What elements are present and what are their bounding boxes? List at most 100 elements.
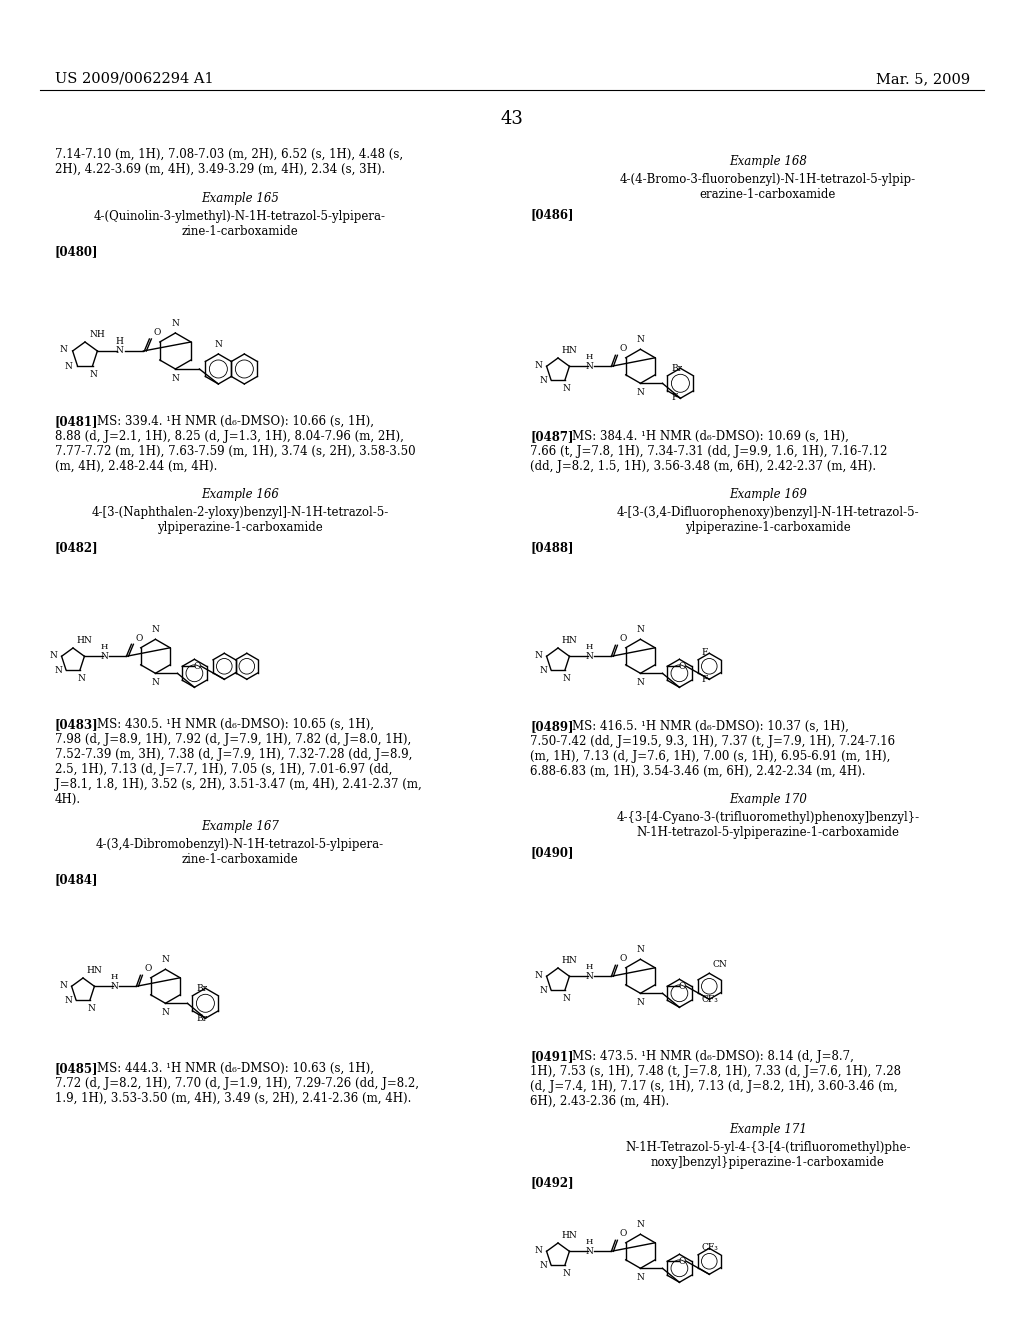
Text: MS: 430.5. ¹H NMR (d₆-DMSO): 10.65 (s, 1H),: MS: 430.5. ¹H NMR (d₆-DMSO): 10.65 (s, 1… [97,718,374,731]
Text: zine-1-carboxamide: zine-1-carboxamide [181,853,298,866]
Text: O: O [679,661,686,671]
Text: (dd, J=8.2, 1.5, 1H), 3.56-3.48 (m, 6H), 2.42-2.37 (m, 4H).: (dd, J=8.2, 1.5, 1H), 3.56-3.48 (m, 6H),… [530,459,877,473]
Text: N: N [586,972,593,981]
Text: MS: 473.5. ¹H NMR (d₆-DMSO): 8.14 (d, J=8.7,: MS: 473.5. ¹H NMR (d₆-DMSO): 8.14 (d, J=… [572,1049,854,1063]
Text: N: N [535,970,543,979]
Text: 8.88 (d, J=2.1, 1H), 8.25 (d, J=1.3, 1H), 8.04-7.96 (m, 2H),: 8.88 (d, J=2.1, 1H), 8.25 (d, J=1.3, 1H)… [55,430,403,444]
Text: [0487]: [0487] [530,430,573,444]
Text: 7.14-7.10 (m, 1H), 7.08-7.03 (m, 2H), 6.52 (s, 1H), 4.48 (s,: 7.14-7.10 (m, 1H), 7.08-7.03 (m, 2H), 6.… [55,148,403,161]
Text: N: N [162,956,169,965]
Text: [0480]: [0480] [55,246,98,257]
Text: MS: 444.3. ¹H NMR (d₆-DMSO): 10.63 (s, 1H),: MS: 444.3. ¹H NMR (d₆-DMSO): 10.63 (s, 1… [97,1063,374,1074]
Text: 4-(4-Bromo-3-fluorobenzyl)-N-1H-tetrazol-5-ylpip-: 4-(4-Bromo-3-fluorobenzyl)-N-1H-tetrazol… [620,173,916,186]
Text: N: N [90,370,97,379]
Text: N: N [586,362,593,371]
Text: J=8.1, 1.8, 1H), 3.52 (s, 2H), 3.51-3.47 (m, 4H), 2.41-2.37 (m,: J=8.1, 1.8, 1H), 3.52 (s, 2H), 3.51-3.47… [55,777,422,791]
Text: O: O [679,982,686,991]
Text: N: N [111,982,119,991]
Text: HN: HN [561,636,577,645]
Text: [0488]: [0488] [530,541,573,554]
Text: F: F [672,393,678,401]
Text: O: O [620,635,627,643]
Text: (d, J=7.4, 1H), 7.17 (s, 1H), 7.13 (d, J=8.2, 1H), 3.60-3.46 (m,: (d, J=7.4, 1H), 7.17 (s, 1H), 7.13 (d, J… [530,1080,898,1093]
Text: MS: 416.5. ¹H NMR (d₆-DMSO): 10.37 (s, 1H),: MS: 416.5. ¹H NMR (d₆-DMSO): 10.37 (s, 1… [572,719,849,733]
Text: 4-(3,4-Dibromobenzyl)-N-1H-tetrazol-5-ylpipera-: 4-(3,4-Dibromobenzyl)-N-1H-tetrazol-5-yl… [96,838,384,851]
Text: Mar. 5, 2009: Mar. 5, 2009 [876,73,970,86]
Text: CF₃: CF₃ [701,995,718,1003]
Text: HN: HN [76,636,92,645]
Text: N: N [54,667,61,676]
Text: NH: NH [89,330,104,339]
Text: N: N [637,388,644,397]
Text: 7.66 (t, J=7.8, 1H), 7.34-7.31 (dd, J=9.9, 1.6, 1H), 7.16-7.12: 7.66 (t, J=7.8, 1H), 7.34-7.31 (dd, J=9.… [530,445,888,458]
Text: ylpiperazine-1-carboxamide: ylpiperazine-1-carboxamide [685,521,851,535]
Text: Br: Br [197,1014,208,1023]
Text: HN: HN [561,1232,577,1239]
Text: 1.9, 1H), 3.53-3.50 (m, 4H), 3.49 (s, 2H), 2.41-2.36 (m, 4H).: 1.9, 1H), 3.53-3.50 (m, 4H), 3.49 (s, 2H… [55,1092,412,1105]
Text: N: N [116,346,123,355]
Text: N: N [171,374,179,383]
Text: [0491]: [0491] [530,1049,573,1063]
Text: N: N [59,981,68,990]
Text: Br: Br [672,364,682,372]
Text: Br: Br [197,983,208,993]
Text: N: N [214,341,222,348]
Text: N: N [562,994,570,1003]
Text: 43: 43 [501,110,523,128]
Text: noxy]benzyl}piperazine-1-carboxamide: noxy]benzyl}piperazine-1-carboxamide [651,1156,885,1170]
Text: F: F [701,675,708,684]
Text: 7.52-7.39 (m, 3H), 7.38 (d, J=7.9, 1H), 7.32-7.28 (dd, J=8.9,: 7.52-7.39 (m, 3H), 7.38 (d, J=7.9, 1H), … [55,748,413,762]
Text: N: N [50,651,57,660]
Text: O: O [620,1229,627,1238]
Text: (m, 4H), 2.48-2.44 (m, 4H).: (m, 4H), 2.48-2.44 (m, 4H). [55,459,217,473]
Text: 7.77-7.72 (m, 1H), 7.63-7.59 (m, 1H), 3.74 (s, 2H), 3.58-3.50: 7.77-7.72 (m, 1H), 7.63-7.59 (m, 1H), 3.… [55,445,416,458]
Text: 7.98 (d, J=8.9, 1H), 7.92 (d, J=7.9, 1H), 7.82 (d, J=8.0, 1H),: 7.98 (d, J=8.9, 1H), 7.92 (d, J=7.9, 1H)… [55,733,412,746]
Text: N: N [535,1246,543,1255]
Text: HN: HN [561,956,577,965]
Text: N: N [637,1274,644,1282]
Text: O: O [620,954,627,964]
Text: Example 169: Example 169 [729,488,807,502]
Text: N: N [539,986,547,995]
Text: N: N [562,673,570,682]
Text: N: N [77,673,85,682]
Text: H: H [111,973,118,981]
Text: H: H [586,1238,593,1246]
Text: [0490]: [0490] [530,846,573,859]
Text: US 2009/0062294 A1: US 2009/0062294 A1 [55,73,214,86]
Text: 2.5, 1H), 7.13 (d, J=7.7, 1H), 7.05 (s, 1H), 7.01-6.97 (dd,: 2.5, 1H), 7.13 (d, J=7.7, 1H), 7.05 (s, … [55,763,392,776]
Text: Example 171: Example 171 [729,1123,807,1137]
Text: N: N [65,997,72,1006]
Text: N: N [59,346,68,355]
Text: Example 170: Example 170 [729,793,807,807]
Text: N: N [162,1008,169,1018]
Text: N: N [637,1220,644,1229]
Text: (m, 1H), 7.13 (d, J=7.6, 1H), 7.00 (s, 1H), 6.95-6.91 (m, 1H),: (m, 1H), 7.13 (d, J=7.6, 1H), 7.00 (s, 1… [530,750,891,763]
Text: N: N [637,678,644,688]
Text: [0485]: [0485] [55,1063,98,1074]
Text: N: N [535,360,543,370]
Text: erazine-1-carboxamide: erazine-1-carboxamide [699,187,837,201]
Text: 4-[3-(3,4-Difluorophenoxy)benzyl]-N-1H-tetrazol-5-: 4-[3-(3,4-Difluorophenoxy)benzyl]-N-1H-t… [616,506,920,519]
Text: [0483]: [0483] [55,718,98,731]
Text: N: N [539,376,547,385]
Text: [0481]: [0481] [55,414,98,428]
Text: H: H [586,964,593,972]
Text: zine-1-carboxamide: zine-1-carboxamide [181,224,298,238]
Text: MS: 339.4. ¹H NMR (d₆-DMSO): 10.66 (s, 1H),: MS: 339.4. ¹H NMR (d₆-DMSO): 10.66 (s, 1… [97,414,374,428]
Text: N: N [152,626,160,635]
Text: 7.72 (d, J=8.2, 1H), 7.70 (d, J=1.9, 1H), 7.29-7.26 (dd, J=8.2,: 7.72 (d, J=8.2, 1H), 7.70 (d, J=1.9, 1H)… [55,1077,419,1090]
Text: ylpiperazine-1-carboxamide: ylpiperazine-1-carboxamide [157,521,323,535]
Text: CN: CN [713,960,727,969]
Text: 6.88-6.83 (m, 1H), 3.54-3.46 (m, 6H), 2.42-2.34 (m, 4H).: 6.88-6.83 (m, 1H), 3.54-3.46 (m, 6H), 2.… [530,766,865,777]
Text: N: N [586,1247,593,1255]
Text: N: N [586,652,593,661]
Text: O: O [194,661,201,671]
Text: 6H), 2.43-2.36 (m, 4H).: 6H), 2.43-2.36 (m, 4H). [530,1096,670,1107]
Text: [0492]: [0492] [530,1176,573,1189]
Text: O: O [144,965,152,973]
Text: [0482]: [0482] [55,541,98,554]
Text: N: N [65,362,73,371]
Text: MS: 384.4. ¹H NMR (d₆-DMSO): 10.69 (s, 1H),: MS: 384.4. ¹H NMR (d₆-DMSO): 10.69 (s, 1… [572,430,849,444]
Text: HN: HN [86,966,101,975]
